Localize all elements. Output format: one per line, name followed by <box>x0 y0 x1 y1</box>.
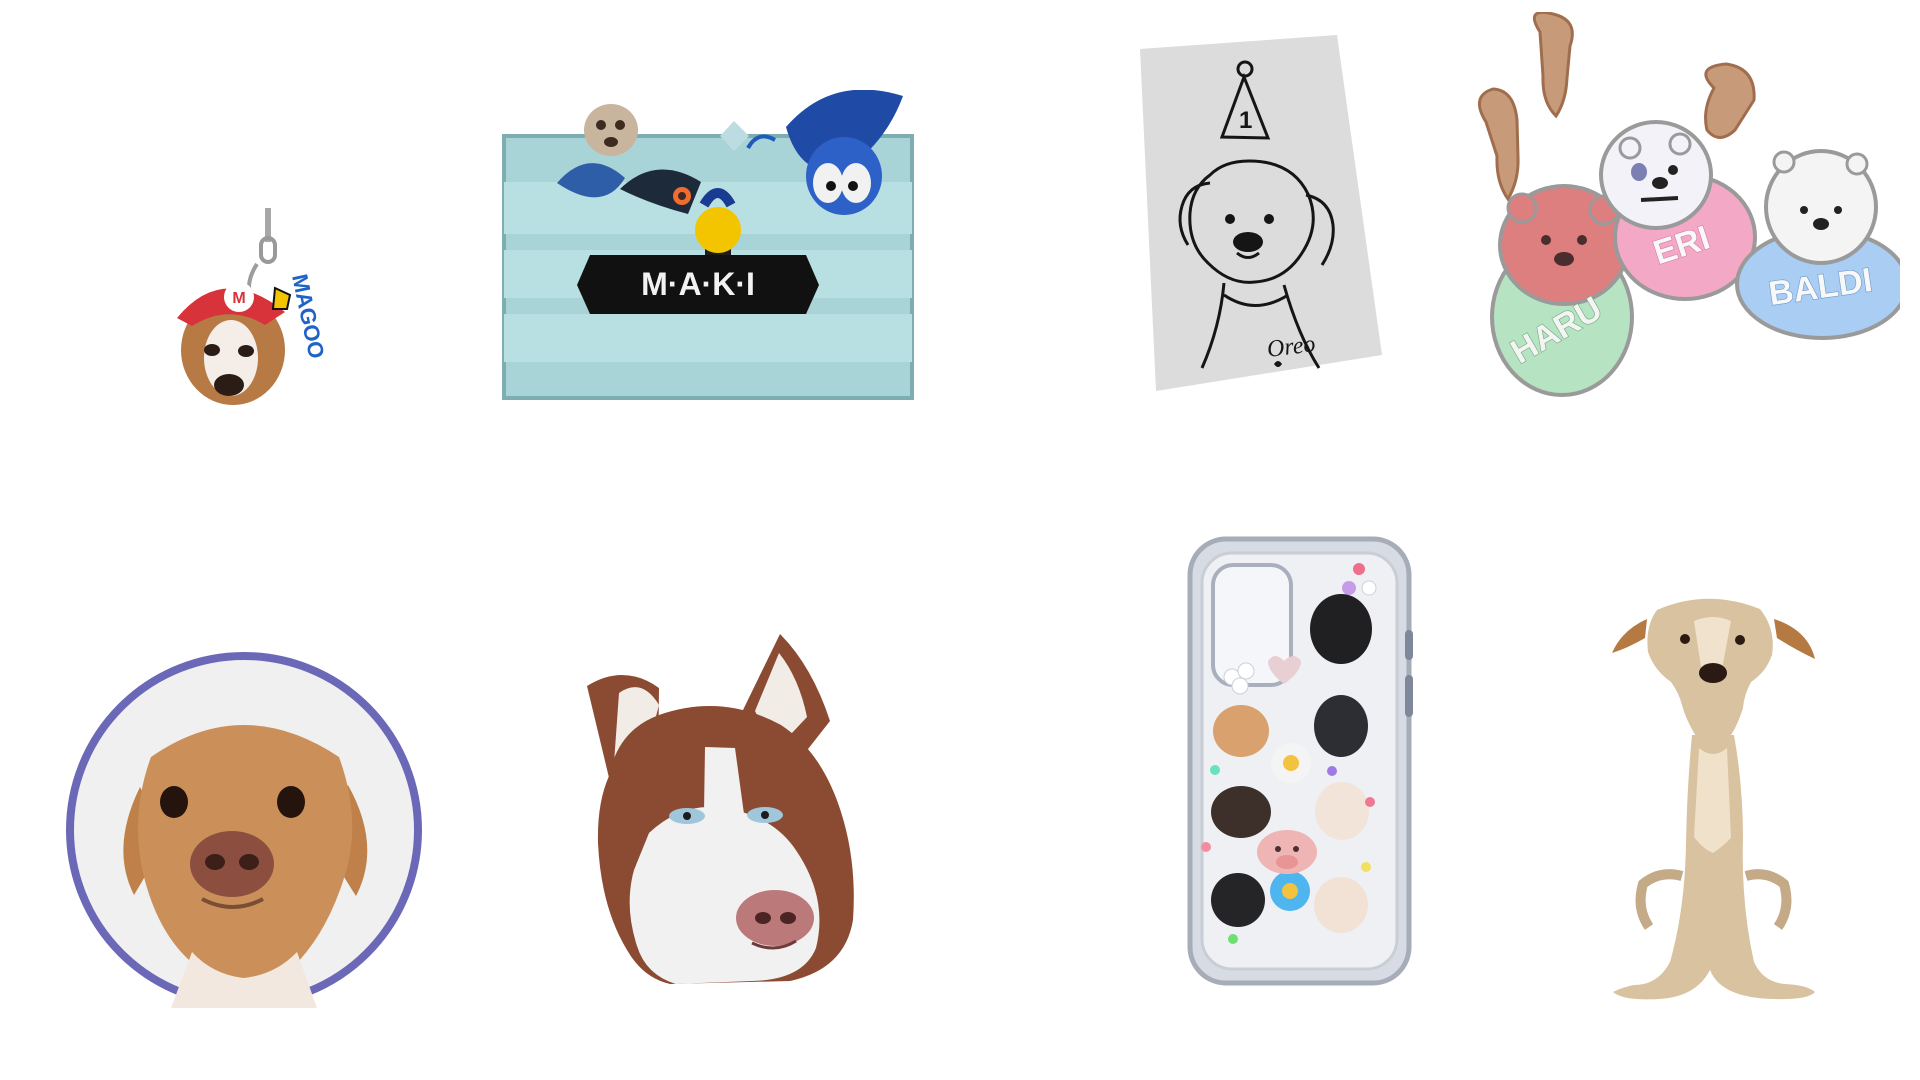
husky-graphic <box>587 634 854 984</box>
toy-crate-graphic: M·A·K·I <box>502 90 914 400</box>
phone-case <box>1186 535 1421 987</box>
svg-text:M: M <box>232 290 245 307</box>
round-dog-graphic <box>66 652 422 1008</box>
husky-sticker <box>575 632 860 984</box>
sitting-dog <box>1603 590 1825 1010</box>
toy-crate: M·A·K·I <box>500 90 920 400</box>
dog-sketch-card: 1 Oreo <box>1138 35 1383 395</box>
phone-case-graphic <box>1187 536 1413 986</box>
dog-sketch-graphic: 1 Oreo <box>1140 35 1382 391</box>
round-dog-sticker <box>62 648 426 1012</box>
hat-number: 1 <box>1239 107 1252 134</box>
keychain-brand-text: MAGOO <box>287 272 329 361</box>
bear-name-tags: HARU ERI BALDI <box>1450 12 1900 437</box>
sketch-signature: Oreo <box>1266 331 1317 363</box>
dog-keychain: M MAGOO <box>145 200 350 435</box>
dog-keychain-graphic: M MAGOO <box>177 208 331 405</box>
sitting-dog-graphic <box>1612 598 1815 1000</box>
bear-tags-graphic: HARU ERI BALDI <box>1477 12 1900 397</box>
crate-label-text: M·A·K·I <box>641 266 755 302</box>
